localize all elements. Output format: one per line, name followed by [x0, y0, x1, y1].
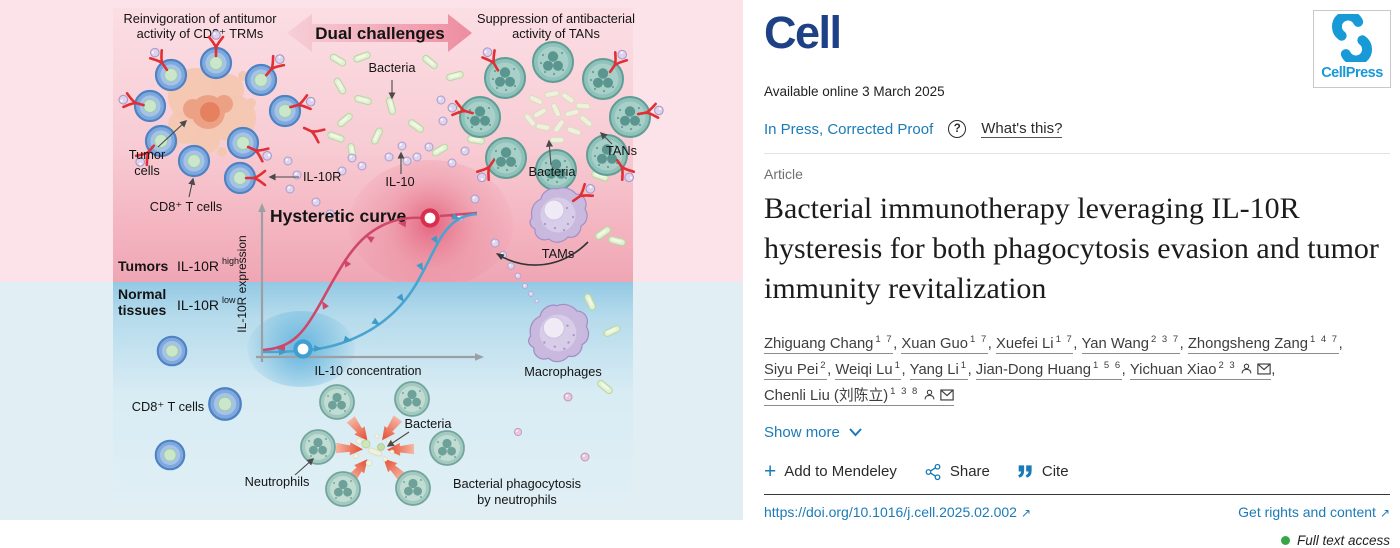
rights-and-content-link[interactable]: Get rights and content ↗	[1238, 503, 1390, 520]
svg-text:IL-10R: IL-10R	[303, 169, 341, 184]
doi-row: https://doi.org/10.1016/j.cell.2025.02.0…	[764, 504, 1390, 520]
svg-text:Neutrophils: Neutrophils	[245, 474, 310, 489]
svg-text:tissues: tissues	[118, 302, 166, 318]
divider	[764, 153, 1390, 154]
banner-label: Dual challenges	[315, 24, 444, 43]
svg-text:activity of CD8⁺ TRMs: activity of CD8⁺ TRMs	[137, 26, 264, 41]
author-email-icon	[1257, 363, 1271, 375]
svg-text:by neutrophils: by neutrophils	[477, 492, 557, 507]
dual-challenges-banner: Dual challenges	[287, 14, 472, 52]
svg-text:TANs: TANs	[606, 143, 637, 158]
author-link[interactable]: Jian-Dong Huang 1 5 6	[975, 359, 1122, 380]
chart-title: Hysteretic curve	[270, 206, 406, 226]
normal-tissue-cd8-cells: CD8⁺ T cells	[132, 335, 242, 471]
svg-text:Bacteria: Bacteria	[369, 60, 417, 75]
svg-text:Normal: Normal	[118, 286, 166, 302]
svg-text:Macrophages: Macrophages	[524, 364, 602, 379]
author-link[interactable]: Weiqi Lu 1	[835, 359, 902, 380]
svg-text:high: high	[222, 256, 239, 266]
available-online-date: Available online 3 March 2025	[764, 84, 945, 99]
external-link-icon: ↗	[1379, 505, 1390, 520]
plus-icon: +	[764, 459, 777, 483]
author-link[interactable]: Zhongsheng Zang 1 4 7	[1187, 334, 1339, 354]
normal-branch-curve	[262, 212, 478, 354]
svg-text:CD8⁺ T cells: CD8⁺ T cells	[132, 399, 204, 414]
tumor-branch-curve	[262, 216, 425, 352]
status-row: In Press, Corrected Proof ? What's this?	[764, 120, 1390, 138]
article-type-label: Article	[764, 166, 803, 182]
external-link-icon: ↗	[1020, 505, 1032, 520]
svg-text:CD8⁺ T cells: CD8⁺ T cells	[150, 199, 222, 214]
svg-text:IL-10R: IL-10R	[177, 258, 219, 274]
tam-cell	[494, 181, 598, 266]
masthead-row: Cell CellPress	[764, 7, 1391, 88]
svg-text:Tumors: Tumors	[118, 258, 169, 274]
in-press-link[interactable]: In Press, Corrected Proof	[764, 120, 934, 138]
access-row: Full text access	[764, 533, 1390, 548]
help-icon[interactable]: ?	[948, 120, 967, 138]
author-link[interactable]: Zhiguang Chang 1 7	[764, 334, 894, 354]
challenge-headings: Reinvigoration of antitumor activity of …	[124, 11, 635, 41]
svg-text:Bacterial phagocytosis: Bacterial phagocytosis	[453, 476, 581, 491]
svg-text:Tumor: Tumor	[129, 147, 166, 162]
cellpress-wordmark: CellPress	[1321, 65, 1383, 81]
svg-text:activity of TANs: activity of TANs	[512, 26, 600, 41]
divider	[764, 493, 1390, 495]
show-more-button[interactable]: Show more	[764, 424, 884, 441]
author-link[interactable]: Xuan Guo 1 7	[901, 334, 988, 354]
svg-text:IL-10: IL-10	[385, 174, 414, 189]
author-link[interactable]: Yichuan Xiao 2 3	[1129, 360, 1272, 380]
cellpress-swirl-icon	[1331, 10, 1373, 66]
hysteresis-chart: IL-10R expression IL-10 concentration Hy…	[235, 203, 484, 378]
author-link[interactable]: Yan Wang 2 3 7	[1081, 334, 1180, 354]
y-axis-label: IL-10R expression	[235, 235, 249, 332]
author-link[interactable]: Yang Li 1	[909, 359, 968, 380]
author-link[interactable]: Siyu Pei 2	[764, 359, 828, 380]
low-state-marker	[293, 339, 313, 359]
cite-button[interactable]: Cite	[1017, 463, 1069, 480]
svg-text:Bacteria: Bacteria	[405, 416, 453, 431]
author-link[interactable]: Chenli Liu (刘陈立) 1 3 8	[764, 386, 954, 406]
svg-text:Reinvigoration of antitumor: Reinvigoration of antitumor	[124, 11, 278, 26]
cite-quote-icon	[1018, 465, 1032, 478]
figure-background	[0, 0, 743, 520]
graphical-abstract: Dual challenges Reinvigoration of antitu…	[0, 0, 743, 520]
svg-text:Bacteria: Bacteria	[529, 164, 577, 179]
macrophage-cell: Macrophages	[513, 303, 602, 462]
author-link[interactable]: Xuefei Li 1 7	[995, 334, 1074, 354]
figure-annotations-top: Tumor cells CD8⁺ T cells IL-10R Bacteria…	[129, 60, 637, 261]
chevron-down-icon	[849, 428, 862, 437]
cellpress-logo[interactable]: CellPress	[1313, 10, 1391, 88]
cell-journal-logo[interactable]: Cell	[764, 7, 842, 58]
svg-text:low: low	[222, 295, 236, 305]
article-title: Bacterial immunotherapy leveraging IL-10…	[764, 192, 1379, 305]
share-button[interactable]: Share	[924, 463, 990, 481]
add-to-mendeley-button[interactable]: + Add to Mendeley	[764, 459, 897, 483]
open-access-dot	[1280, 535, 1290, 545]
neutrophil-cluster: Neutrophils Bacteria Bacterial phagocyto…	[245, 381, 581, 507]
svg-text:cells: cells	[134, 163, 160, 178]
article-header-panel: Cell CellPress Available online 3 March …	[743, 0, 1400, 548]
doi-link[interactable]: https://doi.org/10.1016/j.cell.2025.02.0…	[764, 503, 1032, 520]
zone-labels: Tumors IL-10R high Normal tissues IL-10R…	[118, 256, 239, 318]
share-icon	[925, 463, 941, 480]
svg-text:Suppression of antibacterial: Suppression of antibacterial	[477, 11, 635, 26]
access-label: Full text access	[1296, 532, 1390, 548]
svg-text:IL-10R: IL-10R	[177, 297, 219, 313]
author-profile-icon	[1241, 363, 1252, 374]
x-axis-label: IL-10 concentration	[314, 364, 421, 378]
whats-this-link[interactable]: What's this?	[981, 120, 1063, 138]
high-state-marker	[420, 208, 440, 228]
author-email-icon	[940, 389, 954, 401]
author-profile-icon	[924, 389, 935, 400]
action-toolbar: + Add to Mendeley Share Cite	[764, 459, 1390, 483]
svg-text:TAMs: TAMs	[542, 246, 574, 261]
